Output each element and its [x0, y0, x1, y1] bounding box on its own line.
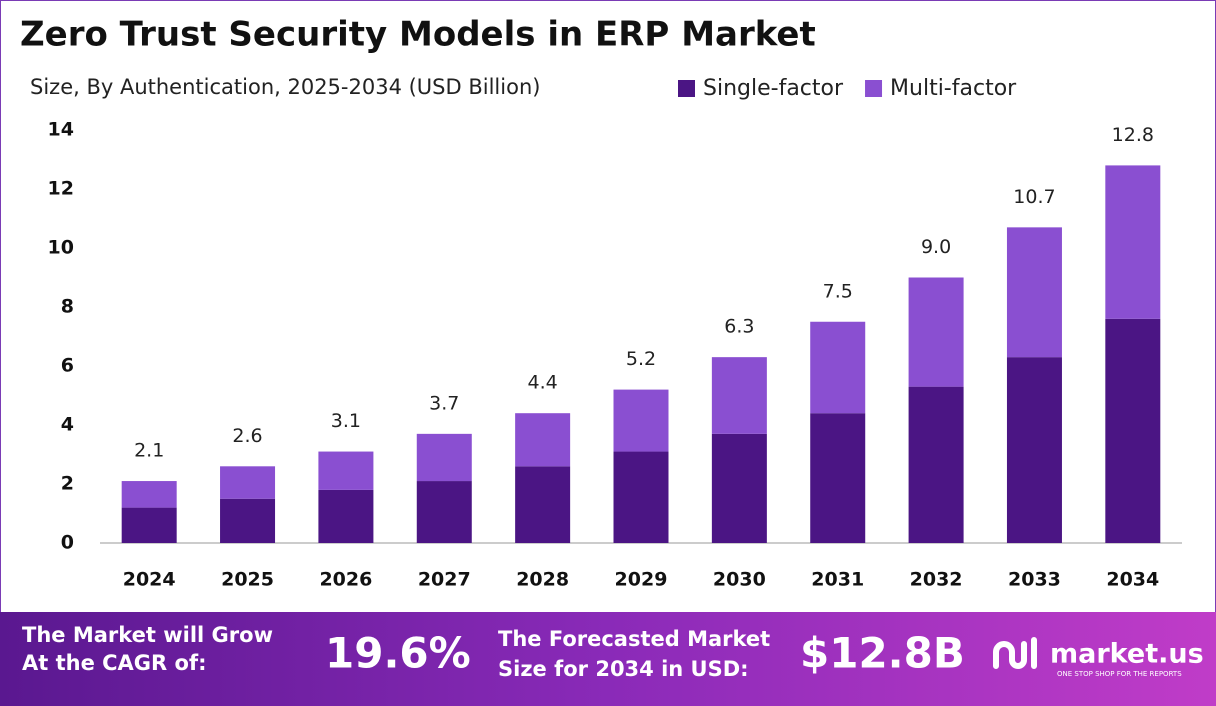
cagr-value: 19.6%	[325, 629, 471, 678]
forecast-label: Size for 2034 in USD:	[498, 657, 749, 681]
total-label: 4.4	[528, 372, 558, 394]
y-tick-label: 10	[48, 237, 74, 259]
bar-segment	[810, 413, 866, 543]
bar-segment	[416, 433, 472, 482]
bar-segment	[220, 498, 276, 543]
bar-segment	[318, 451, 374, 490]
bar-segment	[220, 466, 276, 499]
x-tick-label: 2030	[713, 569, 766, 591]
total-label: 10.7	[1013, 186, 1055, 208]
y-tick-label: 8	[61, 296, 74, 318]
bar-segment	[1006, 357, 1062, 543]
legend-swatch	[865, 80, 883, 97]
bar-segment	[1105, 165, 1161, 319]
y-tick-label: 4	[61, 414, 74, 436]
bar-segment	[121, 481, 177, 508]
y-tick-label: 2	[61, 473, 74, 495]
x-tick-label: 2025	[221, 569, 274, 591]
bar-segment	[515, 466, 571, 543]
bar-segment	[318, 489, 374, 543]
total-label: 5.2	[626, 348, 656, 370]
cagr-label: At the CAGR of:	[22, 651, 207, 675]
x-tick-label: 2029	[615, 569, 668, 591]
chart-title: Zero Trust Security Models in ERP Market	[20, 15, 816, 55]
x-tick-label: 2031	[811, 569, 864, 591]
bar-segment	[613, 389, 669, 452]
x-tick-label: 2024	[123, 569, 176, 591]
bar-segment	[908, 386, 964, 543]
chart-subtitle: Size, By Authentication, 2025-2034 (USD …	[30, 75, 540, 99]
total-label: 12.8	[1112, 124, 1154, 146]
x-tick-label: 2033	[1008, 569, 1061, 591]
bar-segment	[515, 413, 571, 467]
legend-swatch	[678, 80, 695, 97]
brand-logo	[993, 637, 1037, 669]
y-tick-label: 6	[61, 355, 74, 377]
y-tick-label: 14	[48, 119, 74, 141]
bar-segment	[1006, 227, 1062, 358]
y-tick-label: 0	[61, 532, 74, 554]
legend-label: Single-factor	[703, 76, 844, 101]
bar-segment	[1105, 318, 1161, 543]
bar-segment	[908, 277, 964, 387]
bar-segment	[810, 321, 866, 414]
legend-label: Multi-factor	[890, 76, 1017, 101]
cagr-label: The Market will Grow	[22, 623, 273, 647]
bar-segment	[711, 433, 767, 543]
total-label: 3.1	[331, 410, 361, 432]
total-label: 2.6	[232, 425, 262, 447]
forecast-value: $12.8B	[800, 629, 965, 678]
total-label: 7.5	[823, 280, 853, 302]
x-tick-label: 2027	[418, 569, 471, 591]
x-tick-label: 2034	[1106, 569, 1159, 591]
bar-segment	[711, 357, 767, 434]
bar-segment	[613, 451, 669, 543]
bar-segment	[121, 507, 177, 543]
y-tick-label: 12	[48, 178, 74, 200]
bar-segment	[416, 481, 472, 543]
forecast-label: The Forecasted Market	[498, 627, 770, 651]
x-tick-label: 2028	[516, 569, 569, 591]
total-label: 3.7	[429, 392, 459, 414]
total-label: 2.1	[134, 440, 164, 462]
brand-tagline: ONE STOP SHOP FOR THE REPORTS	[1057, 670, 1182, 678]
total-label: 6.3	[724, 316, 754, 338]
x-tick-label: 2026	[319, 569, 372, 591]
x-tick-label: 2032	[910, 569, 963, 591]
total-label: 9.0	[921, 236, 951, 258]
brand-name: market.us	[1050, 639, 1204, 670]
